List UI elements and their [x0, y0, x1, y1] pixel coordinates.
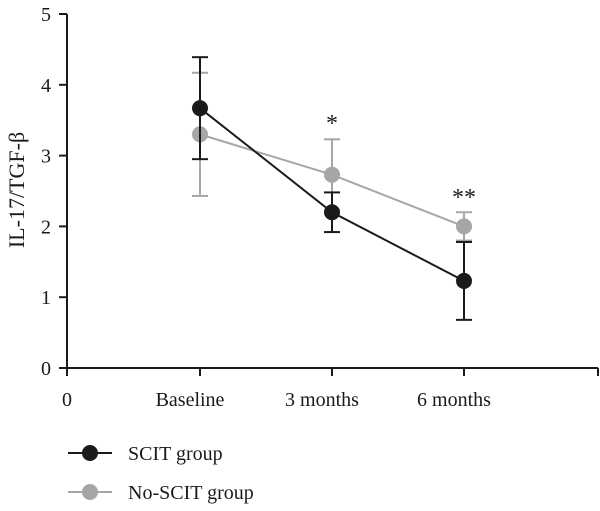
series-no-scit-group [192, 71, 472, 242]
legend-label: No-SCIT group [128, 482, 254, 504]
plot-area: *** [192, 56, 476, 321]
x-origin-label: 0 [62, 389, 72, 411]
y-tick-label: 2 [41, 216, 51, 238]
series-scit-group [192, 56, 472, 321]
data-point [324, 204, 340, 221]
significance-marker: * [326, 111, 338, 137]
legend: SCIT group No-SCIT group [68, 443, 254, 504]
y-tick-label: 4 [41, 75, 51, 97]
y-tick-label: 5 [41, 4, 51, 26]
x-tick-label: 6 months [417, 389, 491, 411]
data-point [324, 166, 340, 183]
y-tick-label: 1 [41, 287, 51, 309]
y-tick-label: 0 [41, 358, 51, 380]
data-point [192, 100, 208, 117]
y-tick-label: 3 [41, 146, 51, 168]
significance-marker: ** [452, 185, 476, 211]
legend-swatch-marker [82, 484, 98, 500]
x-tick-label: 3 months [285, 389, 359, 411]
data-point [456, 272, 472, 289]
legend-label: SCIT group [128, 443, 223, 465]
x-axis: 0 Baseline 3 months 6 months [62, 367, 599, 411]
legend-swatch-marker [82, 445, 98, 461]
y-axis-label: IL-17/TGF-β [4, 132, 29, 248]
legend-item: SCIT group [68, 443, 223, 465]
y-axis: 0 1 2 3 4 5 [41, 4, 68, 380]
legend-item: No-SCIT group [68, 482, 254, 504]
data-point [456, 218, 472, 235]
x-tick-label: Baseline [156, 389, 225, 411]
